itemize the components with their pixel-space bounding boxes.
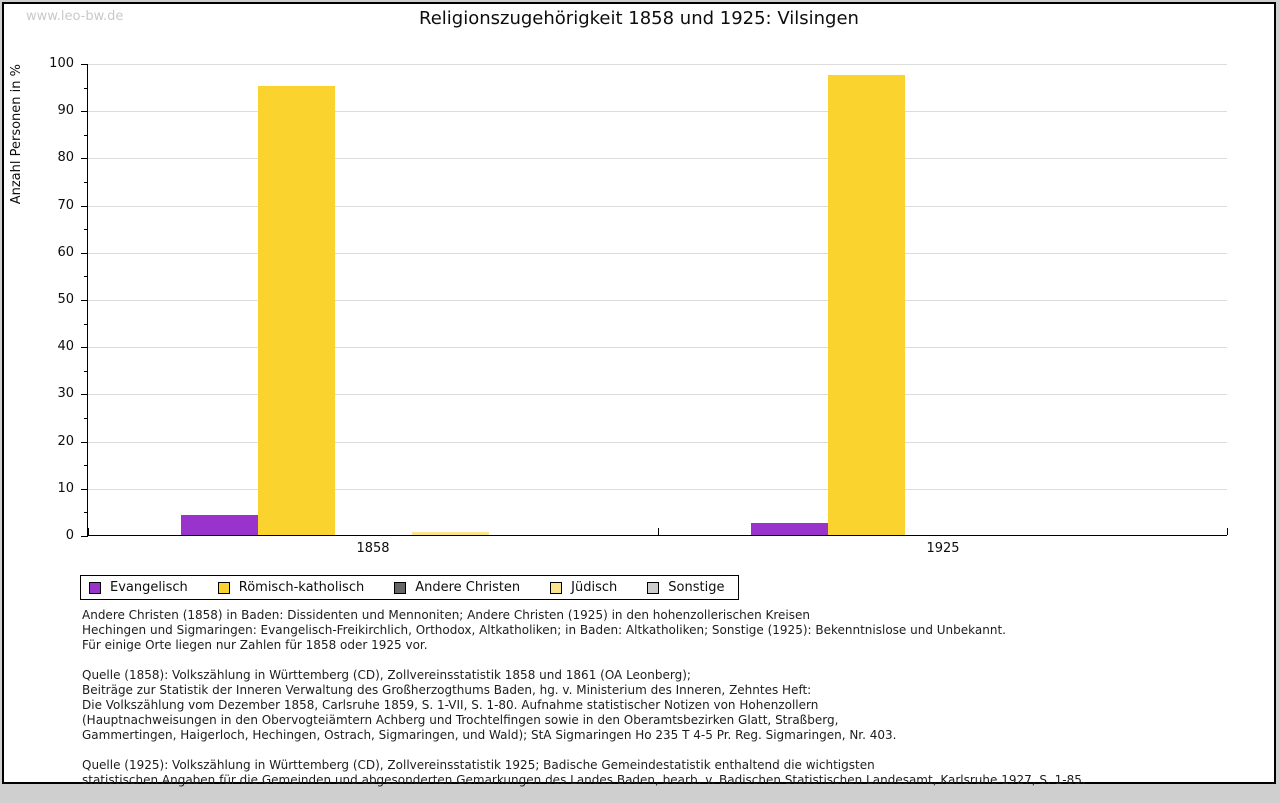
gridline-60	[88, 252, 1227, 254]
legend-swatch-icon	[217, 581, 230, 594]
y-axis-tick-labels: 0 10 20 30 40 50 60 70 80 90 100	[34, 56, 82, 543]
legend-label: Andere Christen	[415, 580, 521, 595]
legend-swatch-icon	[647, 581, 660, 594]
gridline-10	[88, 488, 1227, 490]
y-minor-tick-95	[84, 87, 88, 89]
legend-label: Sonstige	[668, 580, 725, 595]
y-tick-label-30: 30	[57, 386, 74, 402]
y-axis-title: Anzahl Personen in %	[9, 64, 24, 205]
gridline-50	[88, 300, 1227, 301]
y-tick-label-0: 0	[65, 528, 74, 543]
legend-label: Römisch-katholisch	[238, 580, 365, 595]
legend-item-j-disch: Jüdisch	[550, 580, 617, 595]
x-tick-0	[88, 528, 89, 535]
y-tick-label-20: 20	[57, 433, 74, 449]
x-tick-1	[658, 528, 659, 535]
legend-swatch-icon	[550, 581, 563, 594]
x-tick-2	[1227, 528, 1228, 535]
bar-1925-r-misch-katholisch	[827, 74, 905, 535]
legend: Evangelisch Römisch-katholisch Andere Chri…	[80, 575, 740, 600]
gridline-40	[88, 347, 1227, 349]
legend-item-evangelisch: Evangelisch	[89, 580, 188, 595]
y-tick-70	[81, 205, 88, 207]
y-tick-label-80: 80	[57, 150, 74, 166]
y-minor-tick-5	[84, 512, 88, 514]
gridline-20	[88, 441, 1227, 443]
y-tick-50	[81, 300, 88, 301]
y-tick-label-10: 10	[57, 480, 74, 496]
legend-label: Evangelisch	[110, 580, 188, 595]
y-tick-80	[81, 158, 88, 160]
gridline-30	[88, 394, 1227, 396]
legend-item-andere-christen: Andere Christen	[394, 580, 520, 595]
y-tick-0	[81, 536, 88, 537]
y-tick-40	[81, 347, 88, 349]
bar-1858-evangelisch	[180, 515, 258, 535]
bar-1858-j-disch	[411, 531, 489, 535]
legend-item-r-misch-katholisch: Römisch-katholisch	[217, 580, 365, 595]
legend-item-sonstige: Sonstige	[647, 580, 724, 595]
legend-label: Jüdisch	[571, 580, 618, 595]
y-minor-tick-85	[84, 134, 88, 136]
bar-1925-evangelisch	[750, 523, 828, 535]
page: www.leo-bw.de Religionszugehörigkeit 185…	[2, 2, 1276, 787]
y-tick-10	[81, 488, 88, 490]
x-category-label-1858: 1858	[356, 541, 390, 556]
y-tick-60	[81, 252, 88, 254]
footnote-paragraph-2: Quelle (1858): Volkszählung in Württembe…	[82, 668, 897, 742]
legend-swatch-icon	[394, 581, 407, 594]
y-minor-tick-45	[84, 323, 88, 325]
chart-title: Religionszugehörigkeit 1858 und 1925: Vi…	[419, 8, 859, 29]
y-tick-label-40: 40	[57, 339, 74, 355]
y-minor-tick-25	[84, 418, 88, 419]
gridline-90	[88, 111, 1227, 113]
y-tick-label-90: 90	[57, 103, 74, 119]
y-tick-label-100: 100	[49, 56, 74, 71]
y-minor-tick-65	[84, 229, 88, 231]
y-tick-90	[81, 111, 88, 113]
watermark: www.leo-bw.de	[26, 9, 124, 24]
legend-swatch-icon	[89, 581, 101, 594]
gridline-80	[88, 158, 1227, 160]
y-minor-tick-55	[84, 276, 88, 278]
y-tick-label-50: 50	[57, 292, 74, 307]
footnote-paragraph-3: Quelle (1925): Volkszählung in Württembe…	[82, 758, 1086, 787]
y-minor-tick-15	[84, 465, 88, 467]
gridline-70	[88, 205, 1227, 207]
y-minor-tick-35	[84, 370, 88, 372]
plot-area: 1858 1925	[81, 64, 1228, 556]
gridline-100	[88, 64, 1227, 65]
bar-1858-r-misch-katholisch	[257, 86, 335, 535]
y-tick-100	[81, 64, 88, 65]
y-tick-label-60: 60	[57, 244, 74, 260]
y-tick-label-70: 70	[57, 197, 74, 213]
y-tick-20	[81, 441, 88, 443]
footnote-paragraph-1: Andere Christen (1858) in Baden: Disside…	[82, 608, 1006, 652]
y-minor-tick-75	[84, 182, 88, 183]
y-tick-30	[81, 394, 88, 396]
footnotes: Andere Christen (1858) in Baden: Disside…	[82, 608, 1222, 803]
x-category-label-1925: 1925	[926, 541, 960, 556]
